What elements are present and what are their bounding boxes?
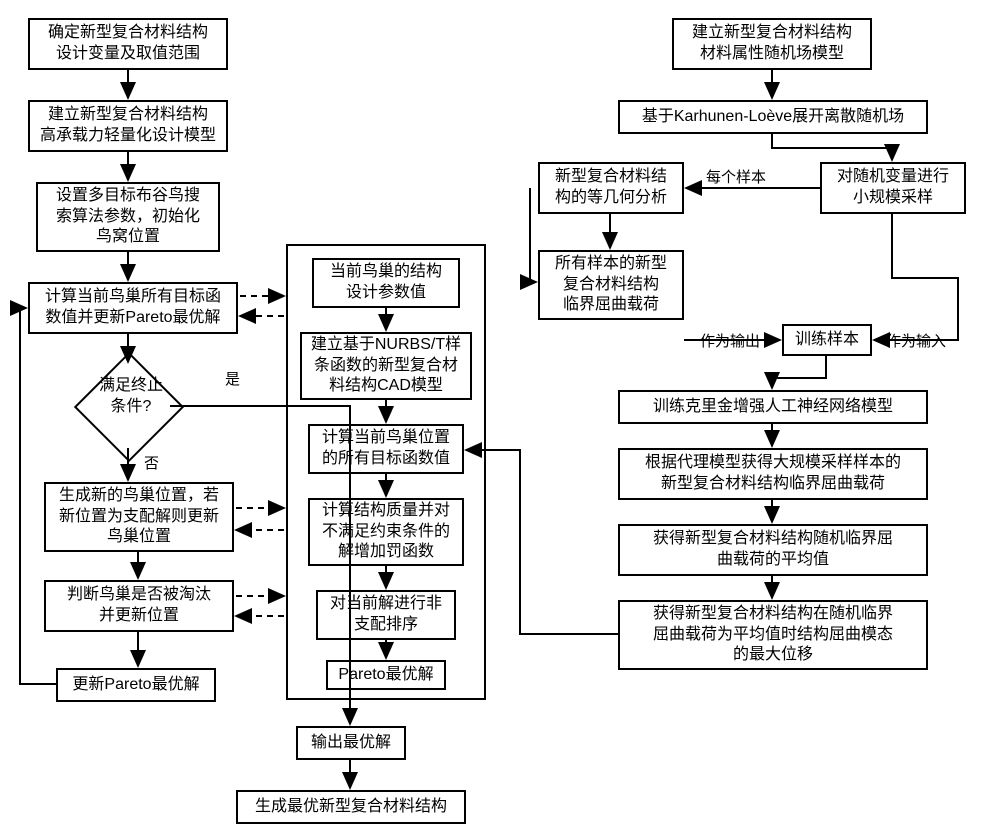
label-as-input: 作为输入: [886, 330, 946, 351]
label-as-output: 作为输出: [700, 330, 760, 351]
mid-penalty: 计算结构质量并对 不满足约束条件的 解增加罚函数: [308, 498, 464, 566]
node-output-best: 输出最优解: [296, 726, 406, 760]
node-design-model: 建立新型复合材料结构 高承载力轻量化设计模型: [28, 100, 228, 152]
decision-terminate: [74, 352, 184, 462]
label-no: 否: [144, 452, 159, 473]
node-new-position: 生成新的鸟巢位置，若 新位置为支配解则更新 鸟巢位置: [44, 482, 234, 552]
mid-params: 当前鸟巢的结构 设计参数值: [312, 258, 460, 308]
mid-eval-obj: 计算当前鸟巢位置 的所有目标函数值: [308, 424, 464, 474]
mid-nondom: 对当前解进行非 支配排序: [316, 590, 456, 640]
right-randfield: 建立新型复合材料结构 材料属性随机场模型: [672, 18, 872, 70]
node-init-nests: 设置多目标布谷鸟搜 索算法参数，初始化 鸟窝位置: [36, 182, 220, 252]
right-critical-load: 所有样本的新型 复合材料结构 临界屈曲载荷: [538, 250, 684, 320]
node-update-pareto: 更新Pareto最优解: [56, 668, 216, 702]
right-sampling: 对随机变量进行 小规模采样: [820, 162, 966, 214]
node-elimination: 判断鸟巢是否被淘汰 并更新位置: [44, 580, 234, 632]
right-iga: 新型复合材料结 构的等几何分析: [538, 162, 684, 214]
node-final-struct: 生成最优新型复合材料结构: [236, 790, 466, 824]
right-train-sample: 训练样本: [782, 324, 872, 356]
right-large-sample: 根据代理模型获得大规模采样样本的 新型复合材料结构临界屈曲载荷: [618, 448, 928, 500]
right-max-disp: 获得新型复合材料结构在随机临界 屈曲载荷为平均值时结构屈曲模态 的最大位移: [618, 600, 928, 670]
right-kl: 基于Karhunen-Loève展开离散随机场: [618, 100, 928, 134]
right-mean-load: 获得新型复合材料结构随机临界屈 曲载荷的平均值: [618, 524, 928, 576]
right-kriging-ann: 训练克里金增强人工神经网络模型: [618, 390, 928, 424]
node-define-vars: 确定新型复合材料结构 设计变量及取值范围: [28, 18, 228, 70]
node-eval-pareto: 计算当前鸟巢所有目标函 数值并更新Pareto最优解: [28, 282, 238, 334]
mid-pareto: Pareto最优解: [326, 660, 446, 690]
label-each-sample: 每个样本: [706, 166, 766, 187]
mid-cad: 建立基于NURBS/T样 条函数的新型复合材 料结构CAD模型: [300, 332, 472, 400]
label-yes: 是: [225, 368, 240, 389]
